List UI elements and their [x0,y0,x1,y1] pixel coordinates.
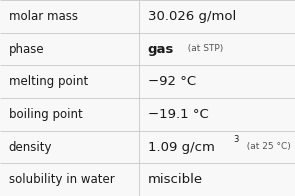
Text: molar mass: molar mass [9,10,78,23]
Text: melting point: melting point [9,75,88,88]
Text: gas: gas [148,43,174,55]
Text: (at STP): (at STP) [181,44,223,54]
Text: phase: phase [9,43,45,55]
Text: 30.026 g/mol: 30.026 g/mol [148,10,236,23]
Text: 3: 3 [234,135,239,144]
Text: boiling point: boiling point [9,108,83,121]
Text: miscible: miscible [148,173,203,186]
Text: density: density [9,141,52,153]
Text: solubility in water: solubility in water [9,173,114,186]
Text: (at 25 °C): (at 25 °C) [241,142,291,152]
Text: 1.09 g/cm: 1.09 g/cm [148,141,214,153]
Text: −19.1 °C: −19.1 °C [148,108,208,121]
Text: −92 °C: −92 °C [148,75,196,88]
